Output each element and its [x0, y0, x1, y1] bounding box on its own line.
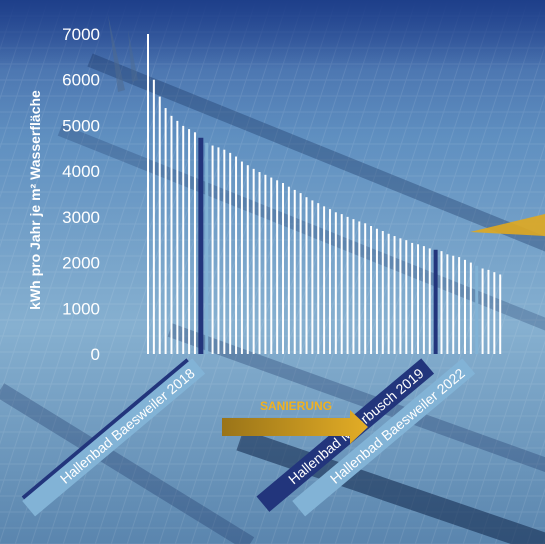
- bar: [463, 259, 466, 354]
- bar: [411, 242, 414, 354]
- y-tick-label: 5000: [62, 116, 100, 135]
- bar: [264, 174, 267, 354]
- bar: [176, 120, 179, 354]
- bar: [358, 221, 361, 354]
- y-tick-label: 4000: [62, 162, 100, 181]
- bar: [293, 189, 296, 354]
- bar: [270, 177, 273, 354]
- bar: [299, 193, 302, 354]
- bar: [164, 108, 167, 354]
- bar: [258, 172, 261, 354]
- y-tick-label: 1000: [62, 299, 100, 318]
- bar: [188, 129, 191, 354]
- y-tick-label: 7000: [62, 25, 100, 44]
- bar: [469, 262, 472, 354]
- bar: [381, 231, 384, 354]
- bar: [487, 269, 490, 354]
- bar: [240, 161, 243, 354]
- bar: [370, 226, 373, 354]
- bar: [364, 223, 367, 354]
- y-tick-labels: 7000 6000 5000 4000 3000 2000 1000 0: [62, 25, 100, 364]
- bar: [481, 268, 484, 354]
- y-tick-label: 3000: [62, 208, 100, 227]
- bar: [452, 255, 455, 354]
- bar: [211, 145, 214, 354]
- bar: [246, 165, 249, 354]
- bar: [193, 132, 196, 354]
- bar: [393, 236, 396, 354]
- bar: [352, 219, 355, 354]
- bar: [182, 125, 185, 354]
- y-tick-label: 6000: [62, 71, 100, 90]
- bar: [493, 272, 496, 354]
- highlight-bar: [475, 265, 479, 354]
- category-label-background: [22, 358, 206, 517]
- y-tick-label: 0: [91, 345, 100, 364]
- bar: [282, 183, 285, 354]
- highlight-bar: [205, 142, 209, 354]
- y-tick-label: 2000: [62, 254, 100, 273]
- bar: [375, 228, 378, 354]
- bar: [147, 34, 149, 354]
- bar: [399, 238, 402, 354]
- bar: [287, 186, 290, 354]
- bar: [311, 200, 314, 354]
- bar: [458, 257, 461, 354]
- bar: [223, 149, 226, 354]
- bar: [428, 248, 431, 354]
- bar: [276, 180, 279, 354]
- bar: [422, 246, 425, 354]
- bar: [317, 203, 320, 354]
- bar: [158, 96, 161, 354]
- bar: [323, 206, 326, 354]
- arrow-right-icon: [222, 410, 368, 444]
- bar: [446, 254, 449, 354]
- bar: [387, 233, 390, 354]
- bar: [217, 147, 220, 354]
- y-axis: kWh pro Jahr je m² Wasserfläche: [27, 90, 43, 310]
- highlight-bar: [433, 249, 438, 354]
- bar: [229, 152, 232, 354]
- sanierung-label: SANIERUNG: [260, 399, 332, 413]
- bar: [252, 168, 255, 354]
- y-axis-label: kWh pro Jahr je m² Wasserfläche: [27, 90, 43, 310]
- bar: [440, 251, 443, 354]
- bar: [170, 115, 173, 354]
- category-label-background: [292, 358, 476, 517]
- bar: [334, 212, 337, 354]
- bar: [152, 79, 155, 355]
- sanierung-annotation: SANIERUNG: [222, 399, 368, 444]
- highlight-bar: [198, 137, 204, 354]
- bar: [305, 197, 308, 354]
- bar: [328, 209, 331, 354]
- bar: [499, 274, 502, 354]
- bar: [346, 216, 349, 354]
- bar: [417, 244, 420, 354]
- bar: [340, 214, 343, 354]
- bars: [147, 34, 502, 355]
- bar: [235, 156, 238, 354]
- bar: [405, 240, 408, 354]
